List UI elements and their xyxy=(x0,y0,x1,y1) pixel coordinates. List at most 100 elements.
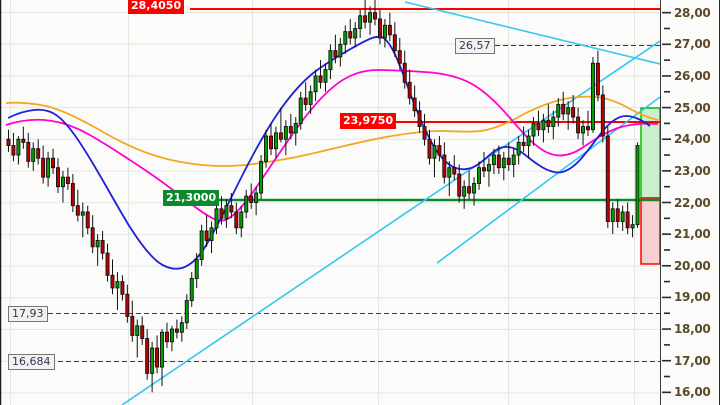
candle-down[interactable] xyxy=(595,62,600,96)
candle-down[interactable] xyxy=(105,252,110,276)
candle-down[interactable] xyxy=(333,50,338,58)
candle-down[interactable] xyxy=(110,274,115,289)
candle-down[interactable] xyxy=(85,211,90,229)
candle-down[interactable] xyxy=(625,211,630,229)
candle-down[interactable] xyxy=(36,148,41,159)
candle-up[interactable] xyxy=(209,227,214,241)
candle-up[interactable] xyxy=(313,75,318,93)
candle-down[interactable] xyxy=(65,176,70,184)
candle-down[interactable] xyxy=(204,230,209,241)
candle-up[interactable] xyxy=(368,12,373,23)
candle-up[interactable] xyxy=(80,211,85,216)
candle-down[interactable] xyxy=(174,328,179,333)
label-price-marker-upper[interactable]: 26,57 xyxy=(455,38,495,54)
candle-up[interactable] xyxy=(179,322,184,333)
candle-up[interactable] xyxy=(184,300,189,324)
candle-up[interactable] xyxy=(491,154,496,165)
candle-down[interactable] xyxy=(21,138,26,143)
candle-down[interactable] xyxy=(427,138,432,159)
candle-down[interactable] xyxy=(536,122,541,131)
candle-down[interactable] xyxy=(407,81,412,99)
candle-down[interactable] xyxy=(229,205,234,213)
candle-up[interactable] xyxy=(610,208,615,222)
candle-down[interactable] xyxy=(387,24,392,36)
candle-down[interactable] xyxy=(412,97,417,112)
candle-up[interactable] xyxy=(16,138,21,156)
candle-down[interactable] xyxy=(467,186,472,194)
candle-up[interactable] xyxy=(343,31,348,45)
candle-down[interactable] xyxy=(377,18,382,39)
price-plot-area[interactable]: 28,4050 23,9750 21,3000 26,57 17,93 16,6… xyxy=(0,0,660,405)
candle-down[interactable] xyxy=(457,173,462,197)
candle-down[interactable] xyxy=(140,325,145,340)
loss-zone-box[interactable] xyxy=(640,197,660,265)
candle-up[interactable] xyxy=(244,195,249,213)
candle-up[interactable] xyxy=(283,126,288,140)
candle-up[interactable] xyxy=(214,208,219,229)
candle-down[interactable] xyxy=(234,211,239,229)
candle-up[interactable] xyxy=(551,116,556,128)
candle-down[interactable] xyxy=(561,103,566,115)
trade-zones[interactable] xyxy=(640,107,660,265)
candle-down[interactable] xyxy=(56,167,60,188)
candle-up[interactable] xyxy=(630,224,635,229)
candle-up[interactable] xyxy=(150,347,155,374)
candle-down[interactable] xyxy=(600,94,605,137)
candle-down[interactable] xyxy=(417,110,422,128)
candle-up[interactable] xyxy=(328,50,333,71)
label-support[interactable]: 21,3000 xyxy=(163,190,220,206)
candle-down[interactable] xyxy=(219,208,224,219)
candle-down[interactable] xyxy=(269,135,273,150)
candle-down[interactable] xyxy=(125,293,130,317)
label-resistance-high[interactable]: 28,4050 xyxy=(128,0,185,14)
candle-up[interactable] xyxy=(635,145,640,226)
candle-up[interactable] xyxy=(531,122,536,137)
candle-down[interactable] xyxy=(506,157,511,165)
candle-up[interactable] xyxy=(169,328,174,343)
candle-down[interactable] xyxy=(452,167,457,175)
candle-up[interactable] xyxy=(566,107,571,115)
candle-up[interactable] xyxy=(338,43,343,58)
candle-down[interactable] xyxy=(6,138,11,146)
candle-up[interactable] xyxy=(60,176,65,188)
candle-up[interactable] xyxy=(541,119,546,131)
candle-down[interactable] xyxy=(481,167,486,172)
candle-down[interactable] xyxy=(120,281,125,295)
candle-down[interactable] xyxy=(155,347,160,368)
candle-down[interactable] xyxy=(392,34,397,52)
candle-up[interactable] xyxy=(486,164,491,172)
candle-up[interactable] xyxy=(516,141,521,156)
label-price-marker-low[interactable]: 17,93 xyxy=(8,306,48,322)
candle-down[interactable] xyxy=(41,157,46,178)
candle-down[interactable] xyxy=(130,315,135,336)
candle-down[interactable] xyxy=(437,145,442,156)
candle-down[interactable] xyxy=(348,31,353,39)
candle-up[interactable] xyxy=(31,148,36,162)
candle-down[interactable] xyxy=(605,135,610,222)
candle-down[interactable] xyxy=(397,50,402,64)
candle-up[interactable] xyxy=(511,154,516,165)
candle-up[interactable] xyxy=(358,15,363,29)
candle-down[interactable] xyxy=(90,227,95,248)
label-price-marker-lowest[interactable]: 16,684 xyxy=(8,354,55,370)
candle-down[interactable] xyxy=(496,154,501,169)
candle-up[interactable] xyxy=(620,211,625,222)
candle-down[interactable] xyxy=(318,75,323,83)
candle-down[interactable] xyxy=(571,107,576,118)
candle-up[interactable] xyxy=(189,277,194,302)
candle-up[interactable] xyxy=(477,167,482,184)
candle-down[interactable] xyxy=(303,97,308,105)
candle-up[interactable] xyxy=(160,331,165,368)
candle-up[interactable] xyxy=(382,24,387,39)
candle-up[interactable] xyxy=(254,192,259,203)
candle-up[interactable] xyxy=(526,135,531,146)
candle-up[interactable] xyxy=(239,211,244,229)
price-axis[interactable]: 28,00 27,00 26,00 25,00 24,00 23,00 22,00 21,00… xyxy=(660,0,720,405)
candle-up[interactable] xyxy=(462,186,467,197)
candle-up[interactable] xyxy=(501,157,506,169)
candle-down[interactable] xyxy=(249,195,254,203)
label-resistance-mid[interactable]: 23,9750 xyxy=(340,113,397,129)
candle-up[interactable] xyxy=(298,97,303,124)
candle-down[interactable] xyxy=(576,116,581,134)
candle-up[interactable] xyxy=(323,69,328,83)
